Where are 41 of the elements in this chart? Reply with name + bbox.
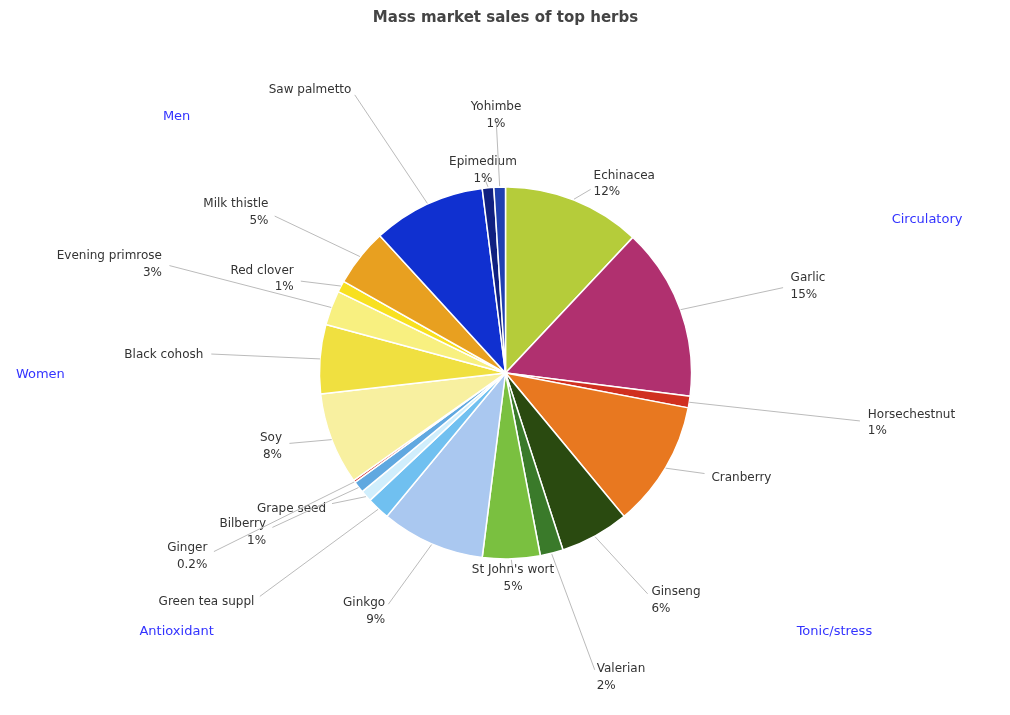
slice-label: Soy bbox=[259, 430, 282, 445]
slice-label: Horsechestnut bbox=[867, 406, 956, 421]
slice-label: Cranberry bbox=[711, 470, 772, 484]
slice-label: St John's wort bbox=[471, 561, 555, 576]
slice-label: Garlic bbox=[790, 269, 826, 284]
slice-label: Ginger bbox=[167, 540, 208, 555]
data-label: 0.2% bbox=[176, 556, 208, 571]
slice-label: Grape seed bbox=[257, 501, 327, 516]
data-label: 1% bbox=[274, 279, 294, 294]
slice-label: Green tea suppl bbox=[158, 594, 255, 609]
data-label: 5% bbox=[249, 213, 269, 228]
slice-label: Yohimbe bbox=[469, 98, 522, 113]
data-label: 1% bbox=[867, 423, 887, 438]
data-label: 9% bbox=[366, 611, 386, 626]
slice-label: Black cohosh bbox=[124, 346, 204, 361]
slice-label: Saw palmetto bbox=[268, 81, 352, 96]
data-label: 1% bbox=[486, 115, 506, 130]
slice-label: Ginkgo bbox=[343, 595, 386, 610]
text: Men bbox=[162, 107, 191, 123]
data-label: 15% bbox=[790, 286, 818, 301]
data-label: 12% bbox=[593, 184, 621, 199]
text: Circulatory bbox=[891, 211, 963, 227]
slice-label: Red clover bbox=[230, 262, 294, 277]
slice-label: Echinacea bbox=[593, 167, 655, 182]
data-label: 1% bbox=[247, 533, 267, 548]
chart-title: Mass market sales of top herbs bbox=[372, 7, 639, 26]
slice-label: Valerian bbox=[596, 661, 646, 676]
slice-label: Ginseng bbox=[651, 584, 701, 599]
text: Women bbox=[15, 365, 65, 381]
slice-label: Milk thistle bbox=[203, 196, 269, 211]
data-label: 6% bbox=[651, 601, 671, 616]
data-label: 8% bbox=[262, 447, 283, 462]
data-label: 1% bbox=[473, 171, 493, 186]
text: Tonic/stress bbox=[795, 623, 873, 639]
slice-label: Epimedium bbox=[449, 154, 517, 169]
slice-label: Bilberry bbox=[219, 516, 267, 531]
data-label: 5% bbox=[503, 578, 523, 593]
data-label: 2% bbox=[596, 677, 616, 692]
slice-label: Evening primrose bbox=[56, 247, 162, 262]
data-label: 3% bbox=[142, 264, 162, 279]
text: Antioxidant bbox=[139, 623, 214, 639]
